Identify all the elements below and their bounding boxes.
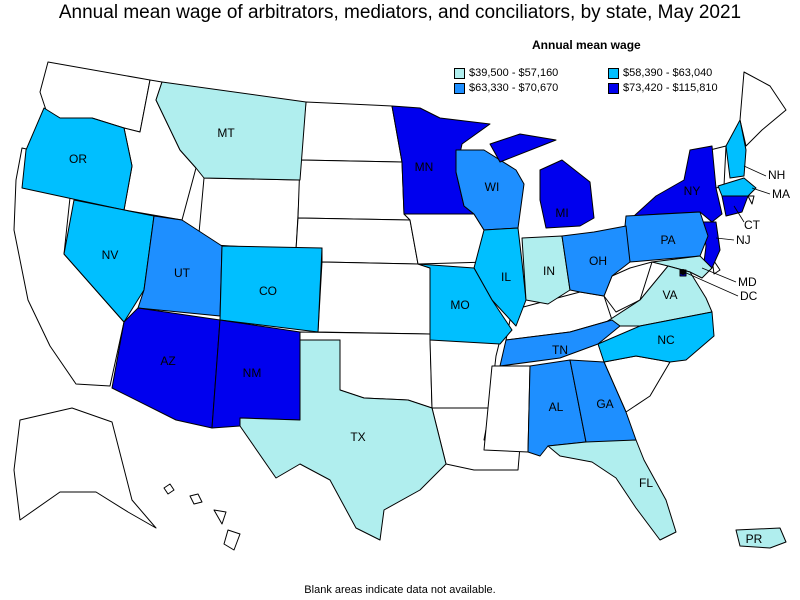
callout-DC <box>683 271 739 297</box>
callout-NJ <box>715 237 735 241</box>
state-MO <box>417 263 513 345</box>
label-OR: OR <box>69 152 87 166</box>
dc-marker <box>680 269 686 275</box>
label-NM: NM <box>243 366 262 380</box>
label-GA: GA <box>596 397 613 411</box>
label-WI: WI <box>485 180 500 194</box>
state-CO <box>219 245 323 333</box>
state-AK <box>13 407 157 529</box>
state-HI <box>163 483 241 551</box>
label-AL: AL <box>549 400 564 414</box>
state-NV <box>63 199 155 323</box>
legend-item: $63,330 - $70,670 <box>454 82 558 94</box>
legend-swatch <box>608 82 619 94</box>
legend-item: $39,500 - $57,160 <box>454 67 558 79</box>
legend-swatch <box>454 82 465 94</box>
legend-swatch <box>608 67 619 79</box>
state-NC <box>597 311 715 363</box>
state-labels: OR MT MN WI MI NY NH MA CT NJ MD DC PA N… <box>69 126 790 546</box>
state-IA <box>403 213 489 265</box>
legend-label: $39,500 - $57,160 <box>469 67 559 79</box>
label-MI: MI <box>555 206 568 220</box>
legend-item: $73,420 - $115,810 <box>608 82 718 94</box>
legend-label: $63,330 - $70,670 <box>469 82 559 94</box>
legend-swatch <box>454 67 465 79</box>
label-VA: VA <box>662 288 677 302</box>
callout-MD <box>701 267 737 283</box>
callout-lines <box>683 165 771 297</box>
legend-title: Annual mean wage <box>532 38 641 52</box>
state-OR <box>21 107 133 211</box>
state-MA <box>717 177 757 197</box>
state-OH <box>561 225 631 297</box>
label-NY: NY <box>684 184 701 198</box>
state-FL <box>547 439 677 541</box>
legend-label: $73,420 - $115,810 <box>623 82 718 94</box>
label-MA: MA <box>772 187 790 201</box>
callout-MA <box>751 187 771 195</box>
label-PR: PR <box>746 532 763 546</box>
data-states <box>21 81 787 549</box>
state-NY <box>633 145 723 223</box>
state-KS <box>317 261 431 335</box>
state-TN <box>499 319 621 367</box>
label-NV: NV <box>102 248 119 262</box>
label-FL: FL <box>639 476 653 490</box>
state-PR <box>735 527 787 549</box>
state-ND <box>299 101 403 163</box>
label-NC: NC <box>657 333 675 347</box>
label-TN: TN <box>552 343 568 357</box>
label-CT: CT <box>744 218 761 232</box>
label-MD: MD <box>738 275 757 289</box>
label-MT: MT <box>217 126 235 140</box>
label-MO: MO <box>450 298 469 312</box>
callout-CT <box>733 205 745 223</box>
label-MN: MN <box>415 160 434 174</box>
state-MS <box>483 365 531 453</box>
state-CT <box>721 195 749 217</box>
state-SD <box>297 159 411 221</box>
state-CA <box>13 147 125 387</box>
label-CO: CO <box>259 284 277 298</box>
state-MT <box>155 81 307 181</box>
label-IN: IN <box>543 264 555 278</box>
state-ME <box>739 71 787 147</box>
state-TX <box>239 339 447 541</box>
state-WY <box>197 177 301 251</box>
label-AZ: AZ <box>160 354 175 368</box>
state-MI <box>489 133 595 229</box>
legend-label: $58,390 - $63,040 <box>623 67 713 79</box>
footnote: Blank areas indicate data not available. <box>304 584 496 596</box>
callout-NH <box>743 165 767 177</box>
label-IL: IL <box>501 270 511 284</box>
state-NH <box>725 119 747 179</box>
label-OH: OH <box>589 254 607 268</box>
label-DC: DC <box>740 289 758 303</box>
label-PA: PA <box>660 233 675 247</box>
map-title: Annual mean wage of arbitrators, mediato… <box>58 2 742 23</box>
label-TX: TX <box>350 430 365 444</box>
label-NH: NH <box>768 168 785 182</box>
label-UT: UT <box>174 266 191 280</box>
state-RI <box>747 195 755 205</box>
no-data-states <box>13 61 787 551</box>
state-IN <box>521 235 571 305</box>
legend-item: $58,390 - $63,040 <box>608 67 712 79</box>
label-NJ: NJ <box>736 233 751 247</box>
